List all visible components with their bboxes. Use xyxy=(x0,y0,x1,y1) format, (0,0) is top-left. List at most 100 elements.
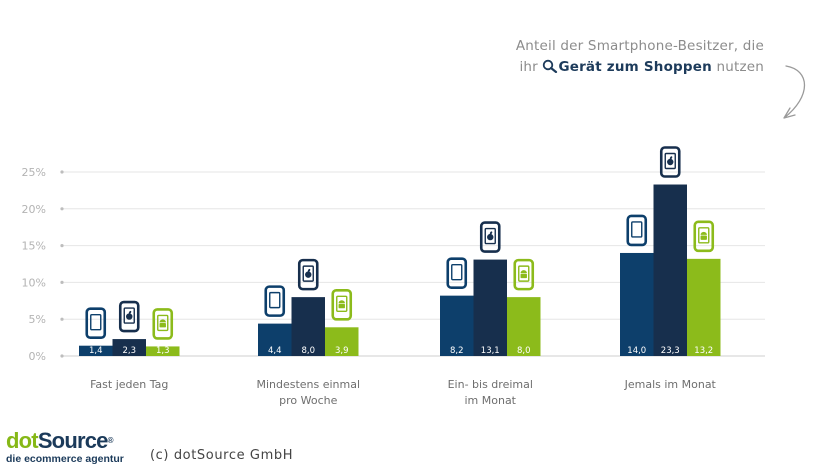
x-category-label: Mindestens einmal pro Woche xyxy=(256,378,360,407)
apple-leaf xyxy=(669,156,673,160)
gridline-marker xyxy=(60,317,64,321)
caption-line-2: ihr Gerät zum Shoppen nutzen xyxy=(404,57,764,78)
bar xyxy=(325,327,359,356)
phone-screen xyxy=(302,265,314,282)
apple-logo xyxy=(667,158,674,166)
phone-body xyxy=(118,300,140,333)
x-category-line: Mindestens einmal xyxy=(256,378,360,391)
x-category-line: im Monat xyxy=(464,394,516,407)
bar-value-label: 8,2 xyxy=(450,346,464,356)
phone-screen xyxy=(336,295,348,312)
bar-value-label: 13,1 xyxy=(481,346,500,356)
phone-body xyxy=(264,285,286,317)
bar-value-label: 1,4 xyxy=(89,346,103,356)
phone-body xyxy=(513,258,535,291)
curved-arrow-icon xyxy=(783,65,806,119)
logo-tagline: die ecommerce agentur xyxy=(6,453,124,465)
x-axis: Fast jeden Tag Mindestens einmal pro Woche… xyxy=(90,378,716,407)
android-phone-icon xyxy=(152,308,174,340)
apple-leaf xyxy=(489,231,493,235)
gridline-marker xyxy=(60,354,64,358)
phone-screen xyxy=(451,263,463,281)
phone-screen xyxy=(518,265,530,282)
smartphone-icon xyxy=(85,307,107,339)
bar xyxy=(291,297,325,356)
apple-leaf xyxy=(307,268,311,272)
smartphone-icon xyxy=(446,257,468,289)
android-body xyxy=(338,303,345,309)
apple-leaf xyxy=(128,310,132,314)
bar-value-label: 4,4 xyxy=(268,346,282,356)
chart-caption: Anteil der Smartphone-Besitzer, die ihr … xyxy=(404,36,764,78)
gridline-marker xyxy=(60,280,64,284)
phone-screen xyxy=(123,307,135,324)
android-phone-icon xyxy=(331,288,353,321)
gridline-marker xyxy=(60,170,64,174)
bar xyxy=(473,259,507,356)
bar xyxy=(258,323,292,356)
y-tick-label: 10% xyxy=(22,276,46,289)
phone-screen xyxy=(664,152,676,170)
apple-logo xyxy=(487,233,494,241)
caption-emphasis: Gerät zum Shoppen xyxy=(558,59,712,75)
x-category-label: Fast jeden Tag xyxy=(90,378,168,391)
y-tick-label: 20% xyxy=(22,203,46,216)
caption-prefix: ihr xyxy=(519,59,538,75)
phone-screen xyxy=(269,291,281,309)
apple-phone-icon xyxy=(297,258,319,291)
x-category-label: Jemals im Monat xyxy=(624,378,717,391)
caption-line-1: Anteil der Smartphone-Besitzer, die xyxy=(515,38,764,54)
logo-dot-text: dot xyxy=(6,428,39,453)
bar-value-label: 23,3 xyxy=(661,346,680,356)
gridline-marker xyxy=(60,244,64,248)
magnifier-icon xyxy=(543,59,558,73)
android-head xyxy=(159,319,166,323)
bar-value-label: 3,9 xyxy=(335,346,349,356)
copyright-text: (c) dotSource GmbH xyxy=(150,448,294,463)
x-category-line: pro Woche xyxy=(279,394,337,407)
bar-value-label: 8,0 xyxy=(517,346,531,356)
android-head xyxy=(700,231,707,235)
bars: 1,4 4,4 8,2 14,0 2,3 8,0 13,1 23,3 1,3 3,9 8,0 13,2 xyxy=(79,146,721,356)
phone-screen xyxy=(484,227,496,245)
bar xyxy=(653,184,687,356)
y-tick-label: 5% xyxy=(29,313,46,326)
phone-screen xyxy=(157,314,169,332)
apple-logo xyxy=(126,313,133,320)
y-axis: 0% 5% 10% 15% 20% 25% xyxy=(22,166,46,363)
bar-value-label: 8,0 xyxy=(301,346,315,356)
bar xyxy=(620,252,654,356)
bar-value-label: 1,3 xyxy=(156,346,170,356)
bar xyxy=(79,345,113,356)
phone-body xyxy=(626,214,648,247)
phone-body xyxy=(659,146,681,178)
dotsource-logo: dotSource® die ecommerce agentur xyxy=(6,430,124,465)
gridline-marker xyxy=(60,207,64,211)
phone-body xyxy=(479,221,501,253)
android-phone-icon xyxy=(693,220,715,253)
phone-screen xyxy=(90,313,102,331)
apple-phone-icon xyxy=(659,146,681,178)
logo-wordmark: dotSource® xyxy=(6,430,124,452)
phone-body xyxy=(331,288,353,321)
bar xyxy=(112,339,146,356)
bar-value-label: 13,2 xyxy=(694,346,713,356)
android-body xyxy=(700,235,707,240)
android-head xyxy=(520,270,527,274)
x-category-line: Fast jeden Tag xyxy=(90,378,168,391)
x-category-label: Ein- bis dreimal im Monat xyxy=(448,378,533,407)
phone-body xyxy=(152,308,174,340)
android-body xyxy=(159,323,166,328)
phone-screen xyxy=(631,221,643,238)
y-tick-label: 25% xyxy=(22,166,46,179)
android-head xyxy=(338,300,345,304)
android-phone-icon xyxy=(513,258,535,291)
caption-suffix: nutzen xyxy=(716,59,764,75)
phone-body xyxy=(446,257,468,289)
apple-phone-icon xyxy=(118,300,140,333)
y-tick-label: 0% xyxy=(29,350,46,363)
bar-value-label: 2,3 xyxy=(122,346,136,356)
phone-body xyxy=(297,258,319,291)
x-category-line: Ein- bis dreimal xyxy=(448,378,533,391)
phone-body xyxy=(85,307,107,339)
